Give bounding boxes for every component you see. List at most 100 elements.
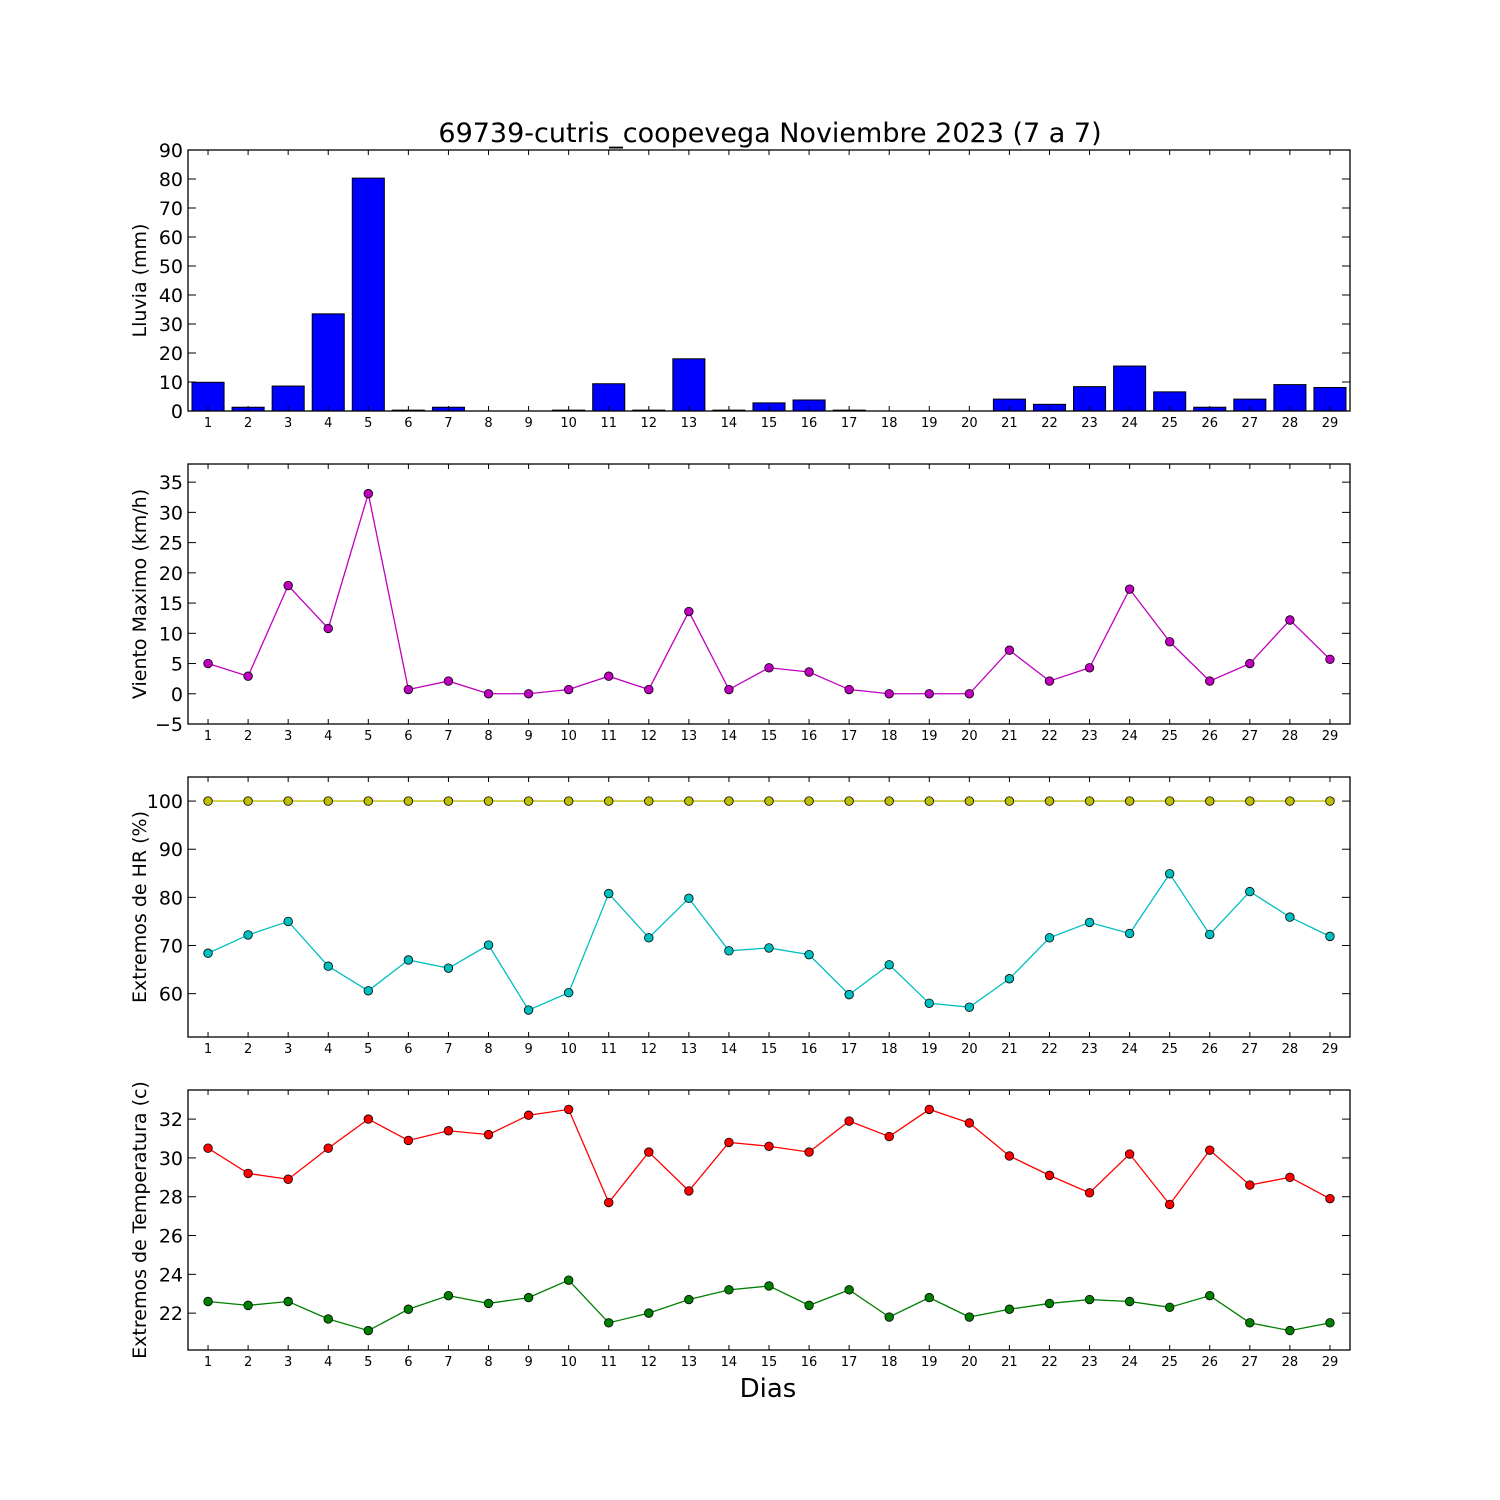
x-tick-label: 10 <box>560 1355 577 1370</box>
wind-point-3 <box>283 580 293 591</box>
temp-max-point-4 <box>323 1143 333 1153</box>
temp-min-point-24 <box>1124 1296 1135 1307</box>
panel-4-frame <box>187 1089 1351 1351</box>
hr-min-point-13 <box>684 893 694 904</box>
temp-max-point-22 <box>1044 1170 1055 1181</box>
hr-max-point-22 <box>1044 796 1055 806</box>
hr-max-point-12 <box>644 796 654 806</box>
x-tick-label: 8 <box>484 416 492 431</box>
hr-max-point-28 <box>1285 796 1295 806</box>
temp-min-point-17 <box>844 1285 854 1295</box>
wind-point-24 <box>1124 584 1135 594</box>
temp-max-point-11 <box>604 1197 614 1208</box>
temp-min-point-23 <box>1084 1294 1095 1305</box>
x-tick-label: 11 <box>600 1355 617 1370</box>
temp-min-point-28 <box>1285 1325 1295 1336</box>
y-tick-label: 32 <box>159 1109 183 1131</box>
hr-min-point-7 <box>443 963 454 973</box>
x-tick-label: 6 <box>404 1042 412 1057</box>
wind-point-5 <box>363 488 374 499</box>
hr-max-point-20 <box>964 796 975 806</box>
wind-point-21 <box>1004 645 1015 655</box>
wind-point-19 <box>924 689 934 699</box>
temp-max-point-10 <box>563 1104 574 1115</box>
x-tick-label: 27 <box>1242 416 1259 431</box>
x-tick-label: 10 <box>560 416 577 431</box>
x-tick-label: 29 <box>1322 1355 1339 1370</box>
hr-max-point-27 <box>1245 796 1255 806</box>
temp-max-point-16 <box>804 1147 814 1157</box>
hr-max-point-23 <box>1084 796 1095 806</box>
hr-min-point-22 <box>1044 933 1055 943</box>
x-tick-label: 26 <box>1201 416 1218 431</box>
temp-max-point-6 <box>403 1135 414 1146</box>
x-tick-label: 14 <box>721 1042 738 1057</box>
x-tick-label: 16 <box>801 1355 818 1370</box>
rain-bar-24 <box>1113 365 1147 412</box>
x-tick-label: 18 <box>881 1355 898 1370</box>
panel-2-frame <box>187 463 1351 725</box>
hr-max-point-9 <box>523 796 534 806</box>
hr-min-point-21 <box>1004 974 1015 984</box>
x-tick-label: 24 <box>1121 729 1138 744</box>
hr-max-point-21 <box>1004 796 1015 806</box>
temp-min-point-19 <box>924 1292 934 1303</box>
temp-min-point-16 <box>804 1300 814 1311</box>
x-tick-label: 12 <box>641 416 658 431</box>
x-tick-label: 13 <box>681 1042 698 1057</box>
rain-bar-4 <box>311 313 345 412</box>
wind-point-16 <box>804 667 814 677</box>
wind-point-29 <box>1325 654 1335 665</box>
hr-max-point-17 <box>844 796 854 806</box>
x-tick-label: 17 <box>841 1355 858 1370</box>
x-tick-label: 16 <box>801 1042 818 1057</box>
temp-min-point-1 <box>203 1296 213 1307</box>
hr-max-point-26 <box>1205 796 1215 806</box>
hr-max-point-8 <box>483 796 494 806</box>
hr-min-point-17 <box>844 989 854 1000</box>
hr-min-point-23 <box>1084 917 1095 928</box>
hr-max-point-1 <box>203 796 213 806</box>
hr-min-point-15 <box>764 943 774 953</box>
x-tick-label: 8 <box>484 1042 492 1057</box>
y-tick-label: 80 <box>159 169 183 191</box>
wind-point-20 <box>964 689 975 699</box>
hr-min-point-14 <box>724 946 734 956</box>
temp-max-point-9 <box>523 1110 534 1120</box>
x-tick-label: 19 <box>921 1355 938 1370</box>
hr-min-point-5 <box>363 986 374 996</box>
x-tick-label: 6 <box>404 729 412 744</box>
hr-min-point-29 <box>1325 931 1335 942</box>
hr-min-point-2 <box>243 930 253 940</box>
hr-min-line <box>207 872 1331 1011</box>
hr-min-point-8 <box>483 940 494 950</box>
x-tick-label: 10 <box>560 1042 577 1057</box>
y-tick-label: 35 <box>159 472 183 494</box>
y-tick-label: 28 <box>159 1187 183 1209</box>
x-tick-label: 20 <box>961 1355 978 1370</box>
x-tick-label: 22 <box>1041 1355 1058 1370</box>
x-tick-label: 28 <box>1282 729 1299 744</box>
wind-point-7 <box>443 676 454 686</box>
x-tick-label: 28 <box>1282 1355 1299 1370</box>
temp-max-point-15 <box>764 1141 774 1151</box>
temp-max-point-19 <box>924 1104 934 1115</box>
x-tick-label: 11 <box>600 416 617 431</box>
hr-min-point-6 <box>403 955 414 965</box>
x-tick-label: 15 <box>761 1355 778 1370</box>
y-tick-label: 30 <box>159 502 183 524</box>
hr-max-point-11 <box>604 796 614 806</box>
x-tick-label: 14 <box>721 729 738 744</box>
x-tick-label: 5 <box>364 1042 372 1057</box>
hr-max-point-19 <box>924 796 934 806</box>
temp-max-point-8 <box>483 1129 494 1140</box>
hr-max-point-13 <box>684 796 694 806</box>
y-tick-label: 40 <box>159 285 183 307</box>
x-tick-label: 7 <box>444 1042 452 1057</box>
hr-min-point-28 <box>1285 912 1295 922</box>
wind-point-11 <box>604 671 614 681</box>
panel-1: 1 2 3 4 5 6 7 8 9 10 11 12 13 14 15 16 17 18 19 20 21 22 23 24 2… <box>129 140 1351 431</box>
y-axis-label: Lluvia (mm) <box>129 224 151 338</box>
temp-max-point-14 <box>724 1137 734 1148</box>
